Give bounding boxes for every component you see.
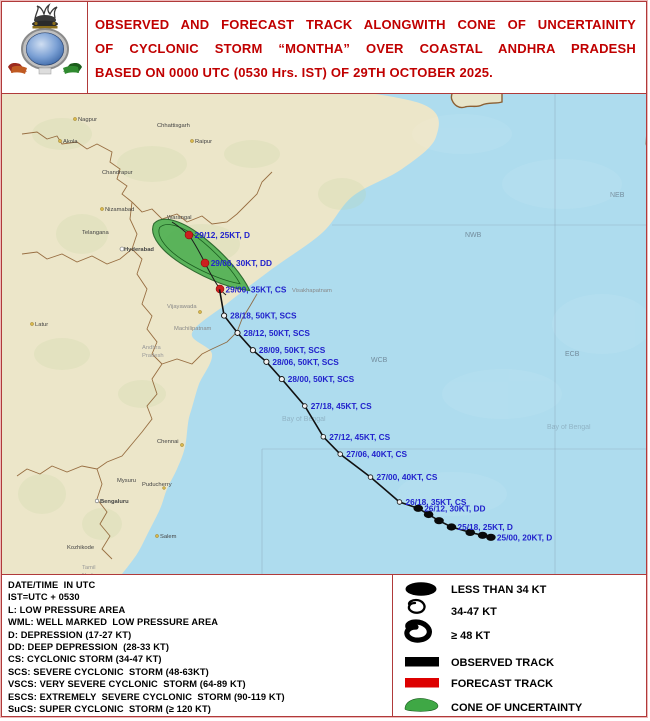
svg-text:26/12, 30KT, DD: 26/12, 30KT, DD bbox=[424, 503, 485, 513]
svg-text:29/00, 35KT, CS: 29/00, 35KT, CS bbox=[226, 284, 287, 294]
svg-text:Puducherry: Puducherry bbox=[142, 482, 172, 488]
svg-text:Andhra: Andhra bbox=[142, 345, 161, 351]
svg-text:Hyderabad: Hyderabad bbox=[124, 247, 154, 253]
svg-text:Chennai: Chennai bbox=[157, 439, 179, 445]
svg-text:25/00, 20KT, D: 25/00, 20KT, D bbox=[497, 532, 552, 542]
svg-text:Machilipatnam: Machilipatnam bbox=[174, 326, 212, 332]
svg-text:25/18, 25KT, D: 25/18, 25KT, D bbox=[458, 522, 513, 532]
svg-text:Tamil: Tamil bbox=[82, 565, 96, 571]
svg-text:Bay of Bengal: Bay of Bengal bbox=[282, 416, 326, 423]
svg-text:27/06, 40KT, CS: 27/06, 40KT, CS bbox=[346, 449, 407, 459]
svg-text:Latur: Latur bbox=[35, 322, 48, 328]
svg-text:28/00, 50KT, SCS: 28/00, 50KT, SCS bbox=[288, 374, 355, 384]
svg-text:LESS THAN 34 KT: LESS THAN 34 KT bbox=[451, 584, 547, 596]
svg-text:≥ 48 KT: ≥ 48 KT bbox=[451, 630, 490, 642]
svg-text:WCB: WCB bbox=[371, 357, 388, 364]
svg-text:28/18, 50KT, SCS: 28/18, 50KT, SCS bbox=[230, 311, 297, 321]
svg-text:Bengaluru: Bengaluru bbox=[100, 499, 129, 505]
svg-text:FORECAST TRACK: FORECAST TRACK bbox=[451, 678, 553, 690]
svg-text:Salem: Salem bbox=[160, 534, 177, 540]
svg-text:Telangana: Telangana bbox=[82, 230, 110, 236]
svg-text:27/18, 45KT, CS: 27/18, 45KT, CS bbox=[311, 401, 372, 411]
svg-text:34-47 KT: 34-47 KT bbox=[451, 606, 497, 618]
svg-text:Bay of Bengal: Bay of Bengal bbox=[547, 424, 591, 431]
svg-text:29/12, 25KT, D: 29/12, 25KT, D bbox=[195, 230, 250, 240]
svg-text:Akola: Akola bbox=[63, 139, 78, 145]
svg-text:27/12, 45KT, CS: 27/12, 45KT, CS bbox=[329, 432, 390, 442]
svg-text:Raipur: Raipur bbox=[195, 139, 212, 145]
svg-text:NWB: NWB bbox=[465, 232, 482, 239]
svg-text:Nizamabad: Nizamabad bbox=[105, 207, 134, 213]
svg-text:Vijayawada: Vijayawada bbox=[167, 304, 197, 310]
svg-text:Mysuru: Mysuru bbox=[117, 478, 136, 484]
svg-text:Visakhapatnam: Visakhapatnam bbox=[292, 288, 332, 294]
svg-text:Chandrapur: Chandrapur bbox=[102, 170, 133, 176]
svg-text:ECB: ECB bbox=[565, 351, 580, 358]
svg-text:CONE OF UNCERTAINTY: CONE OF UNCERTAINTY bbox=[451, 702, 583, 713]
svg-text:27/00, 40KT, CS: 27/00, 40KT, CS bbox=[377, 472, 438, 482]
svg-text:29/06, 30KT, DD: 29/06, 30KT, DD bbox=[211, 258, 272, 268]
svg-text:Kozhikode: Kozhikode bbox=[67, 545, 94, 551]
svg-text:28/06, 50KT, SCS: 28/06, 50KT, SCS bbox=[272, 357, 339, 367]
svg-text:Warangal: Warangal bbox=[167, 215, 192, 221]
svg-text:OBSERVED TRACK: OBSERVED TRACK bbox=[451, 657, 554, 669]
svg-text:Pradesh: Pradesh bbox=[142, 353, 164, 359]
svg-text:Nagpur: Nagpur bbox=[78, 117, 97, 123]
svg-text:Chhattisgarh: Chhattisgarh bbox=[157, 123, 190, 129]
svg-text:Nadu: Nadu bbox=[82, 573, 96, 574]
svg-text:28/12, 50KT, SCS: 28/12, 50KT, SCS bbox=[244, 328, 311, 338]
svg-text:28/09, 50KT, SCS: 28/09, 50KT, SCS bbox=[259, 345, 326, 355]
